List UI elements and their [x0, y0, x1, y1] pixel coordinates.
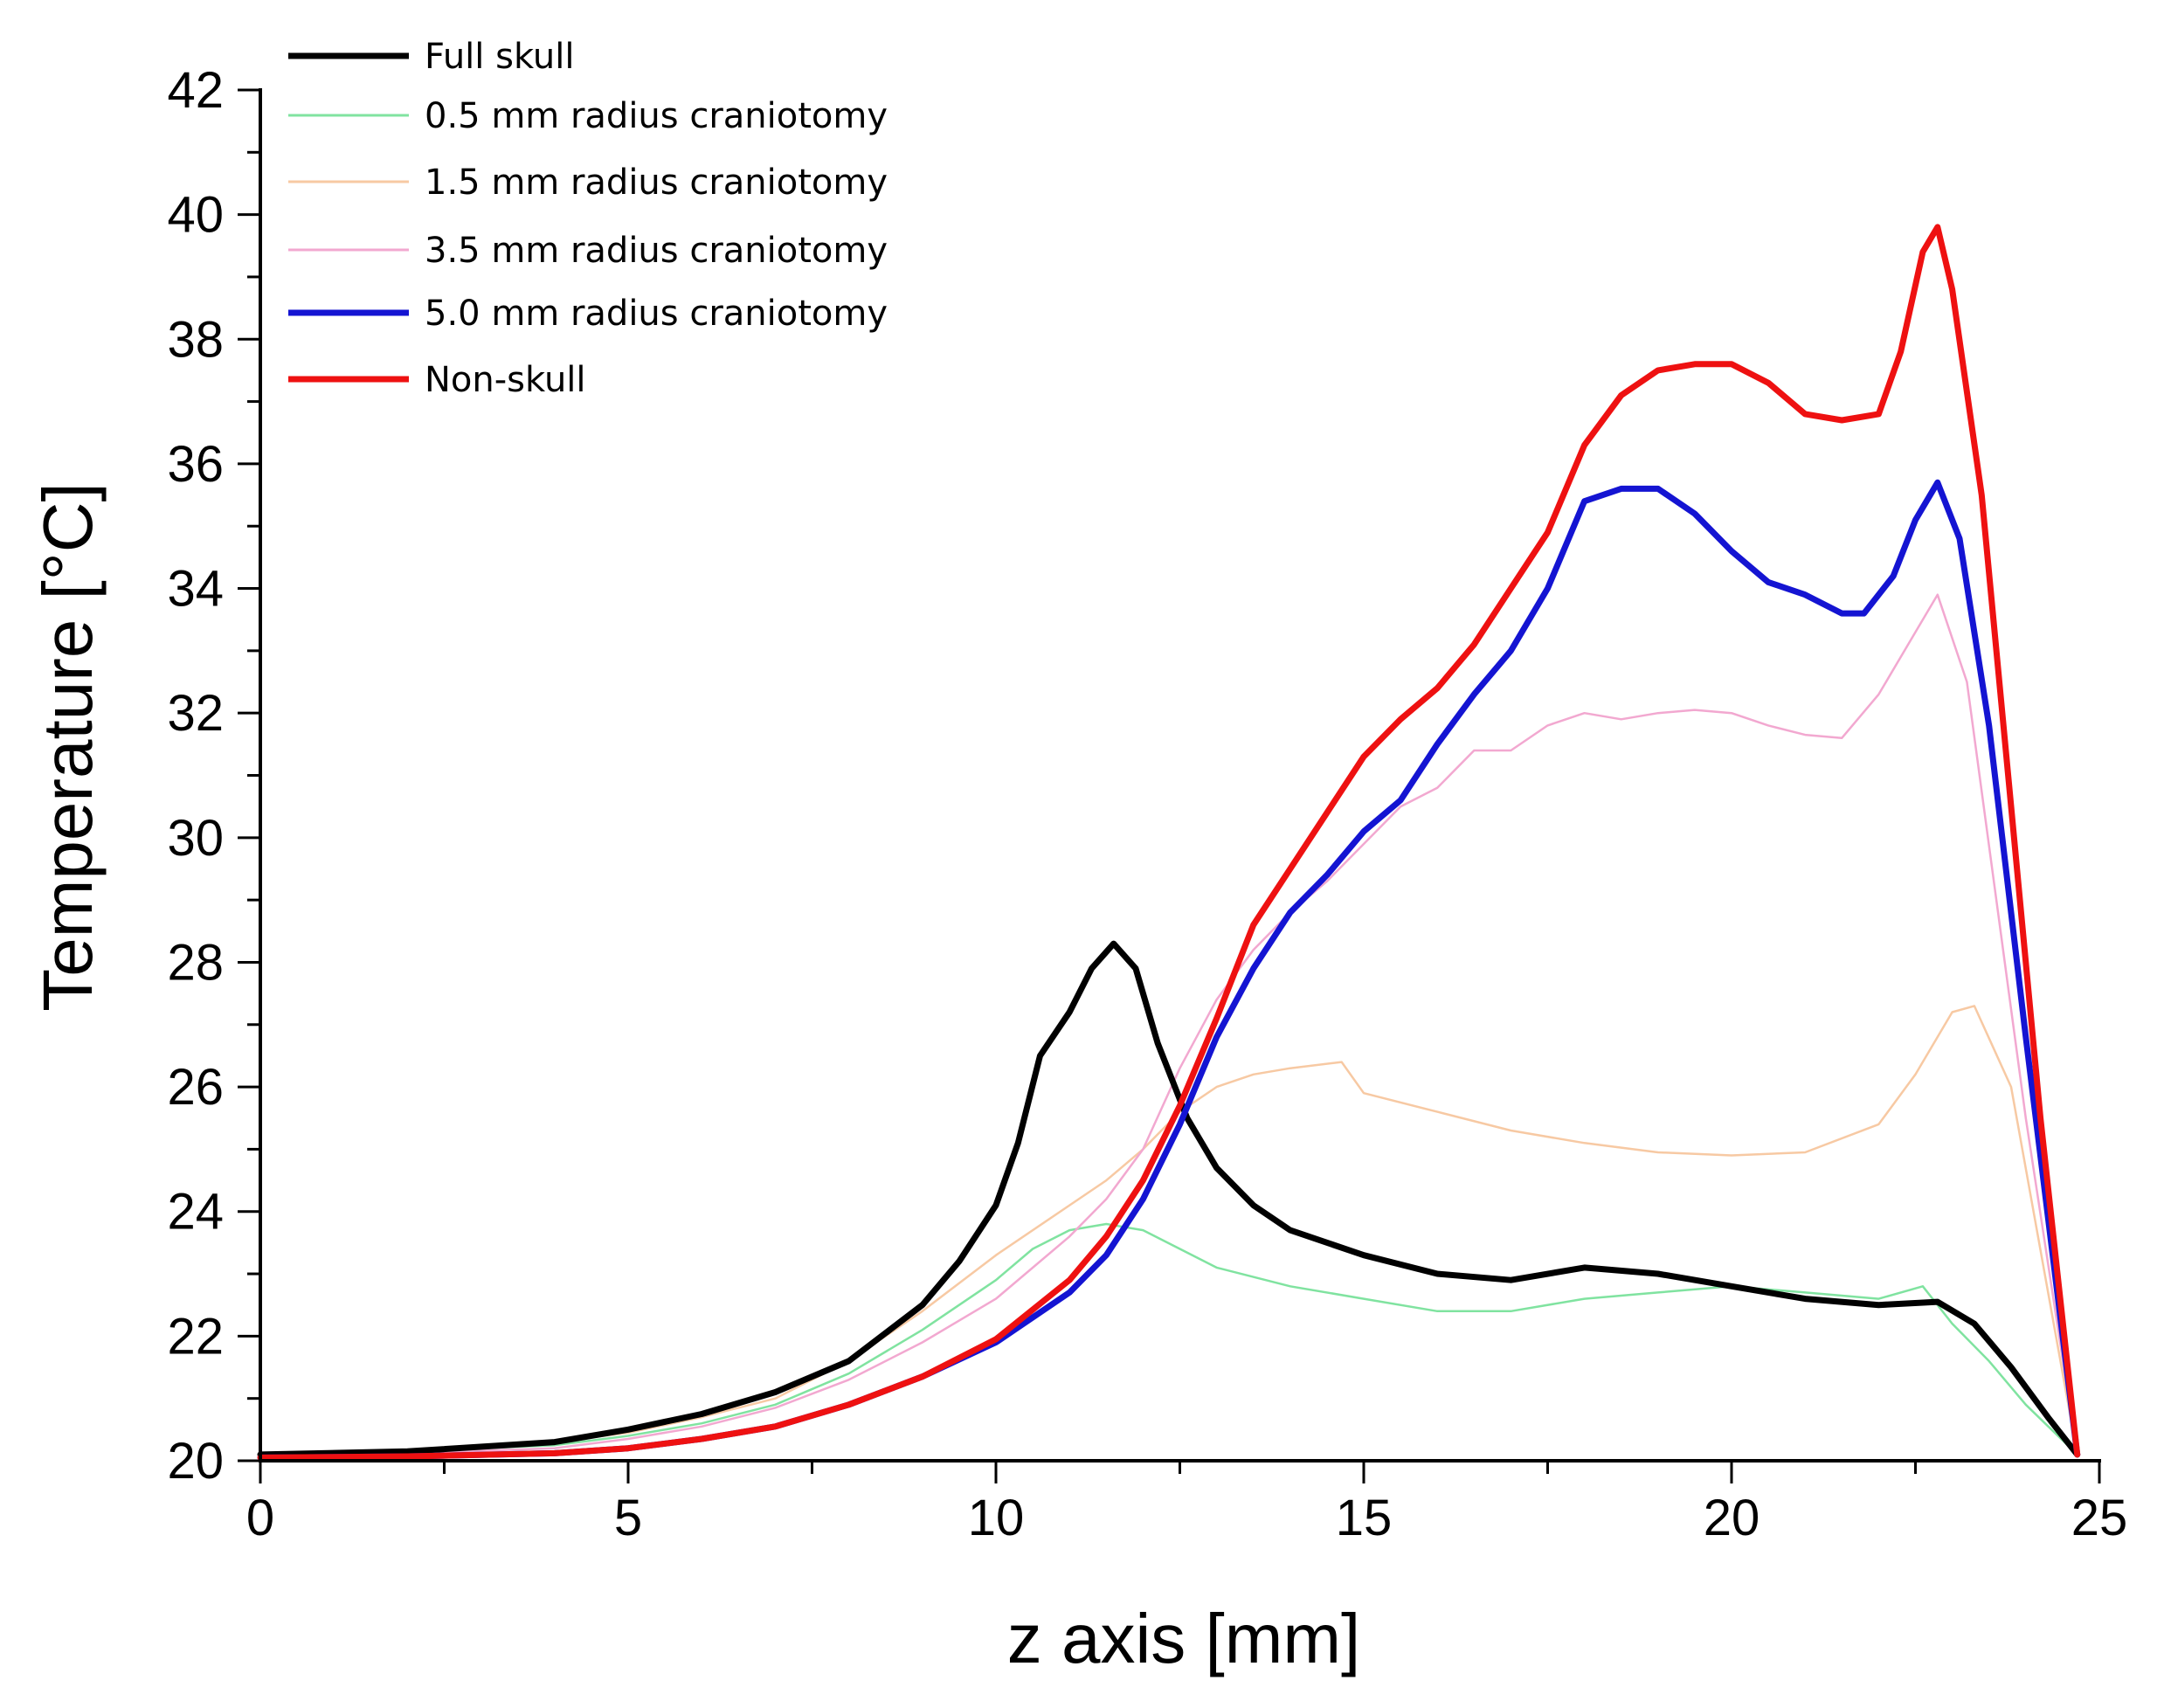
x-tick-label: 10	[968, 1490, 1025, 1546]
y-tick-label: 36	[167, 436, 224, 493]
y-tick-label: 42	[167, 62, 224, 119]
y-tick-label: 40	[167, 187, 224, 244]
y-tick-label: 34	[167, 561, 224, 618]
y-tick-label: 32	[167, 685, 224, 742]
legend-label: 3.5 mm radius craniotomy	[425, 231, 888, 271]
series-line-non-skull	[257, 224, 2081, 1461]
plot-series	[257, 224, 2081, 1461]
legend-label: 0.5 mm radius craniotomy	[425, 96, 888, 136]
y-tick-label: 26	[167, 1059, 224, 1116]
legend: Full skull 0.5 mm radius craniotomy 1.5 mm…	[288, 37, 888, 400]
x-tick-label: 0	[246, 1490, 274, 1546]
legend-label: Full skull	[425, 37, 574, 77]
y-tick-label: 28	[167, 934, 224, 991]
x-tick-label: 20	[1704, 1490, 1760, 1546]
y-tick-label: 24	[167, 1184, 224, 1241]
series-line-1-5-mm-radius-craniotomy	[259, 1005, 2078, 1456]
series-line-3-5-mm-radius-craniotomy	[259, 593, 2078, 1456]
x-tick-label: 5	[614, 1490, 642, 1546]
y-tick-label: 38	[167, 311, 224, 368]
x-axis-title: z axis [mm]	[1007, 1600, 1360, 1677]
y-tick-labels: 20 22 24 26 28 30 32 34 36 38 40 42	[167, 62, 224, 1490]
series-line-full-skull	[257, 940, 2081, 1458]
axis-ticks	[238, 88, 2101, 1483]
y-tick-label: 22	[167, 1308, 224, 1365]
y-tick-label: 20	[167, 1433, 224, 1490]
y-axis-title: Temperature [°C]	[29, 482, 107, 1012]
legend-label: 1.5 mm radius craniotomy	[425, 163, 888, 203]
x-tick-label: 15	[1336, 1490, 1393, 1546]
series-line-0-5-mm-radius-craniotomy	[259, 1222, 2078, 1456]
legend-label: 5.0 mm radius craniotomy	[425, 294, 888, 334]
x-tick-label: 25	[2071, 1490, 2128, 1546]
y-tick-label: 30	[167, 810, 224, 867]
legend-label: Non-skull	[425, 360, 586, 400]
x-tick-labels: 0 5 10 15 20 25	[246, 1490, 2127, 1546]
